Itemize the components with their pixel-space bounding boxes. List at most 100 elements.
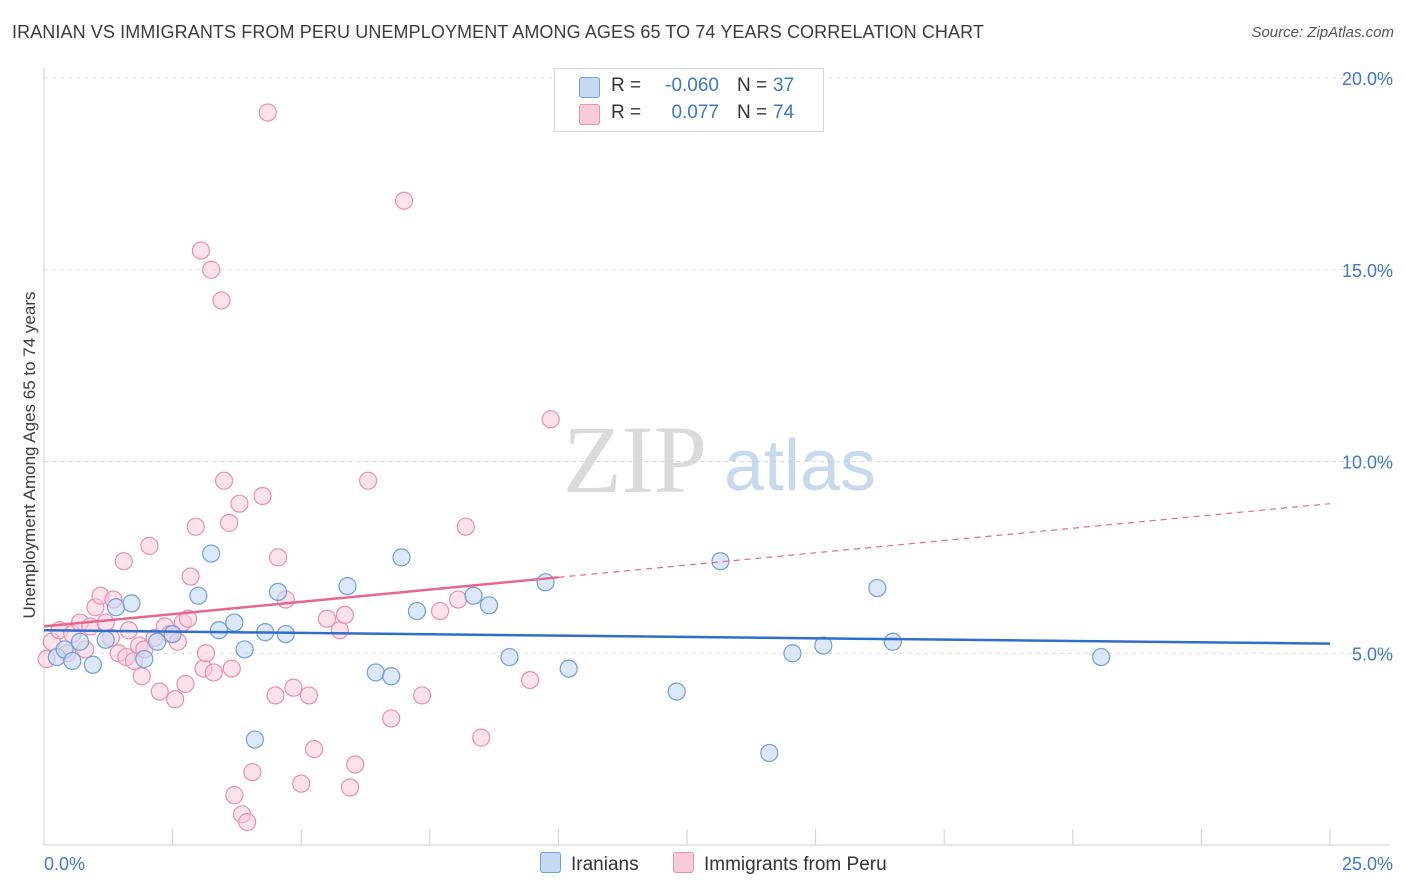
- data-point-peru: [176, 674, 195, 694]
- legend-swatch-peru: [579, 104, 600, 125]
- data-point-peru: [132, 667, 151, 686]
- data-point-iranians: [1091, 647, 1111, 667]
- data-point-peru: [178, 609, 198, 628]
- legend-r-value: -0.060: [665, 75, 719, 96]
- watermark-atlas: atlas: [724, 426, 876, 506]
- data-point-iranians: [83, 655, 102, 674]
- y-axis-label: Unemployment Among Ages 65 to 74 years: [20, 291, 39, 619]
- data-point-peru: [284, 678, 303, 697]
- legend-r-value: 0.077: [671, 102, 719, 123]
- data-point-peru: [317, 609, 337, 628]
- data-point-peru: [412, 686, 432, 705]
- legend-n-label: N =: [737, 102, 768, 123]
- data-point-peru: [292, 774, 311, 793]
- trend-line-iranians: [43, 628, 1331, 645]
- data-point-iranians: [245, 730, 265, 749]
- data-point-peru: [243, 763, 262, 782]
- x-tick-label-max: 25.0%: [1342, 854, 1393, 874]
- data-point-peru: [358, 471, 378, 490]
- data-point-peru: [238, 812, 257, 832]
- x-tick-label-min: 0.0%: [44, 854, 85, 874]
- data-point-peru: [335, 605, 355, 625]
- data-point-iranians: [122, 594, 141, 613]
- bottom-legend-label-iranians: Iranians: [571, 854, 639, 875]
- data-point-iranians: [883, 632, 902, 651]
- data-point-peru: [222, 659, 241, 678]
- data-point-iranians: [760, 743, 779, 763]
- data-point-iranians: [135, 649, 154, 669]
- y-tick-label: 20.0%: [1342, 69, 1393, 89]
- data-point-peru: [340, 778, 360, 797]
- data-point-iranians: [382, 667, 401, 686]
- legend-r-label: R =: [611, 102, 642, 123]
- data-point-peru: [230, 494, 249, 513]
- data-point-peru: [521, 670, 540, 690]
- data-point-peru: [253, 486, 272, 506]
- data-point-iranians: [235, 640, 254, 659]
- data-point-iranians: [479, 596, 499, 615]
- trend-lines: [43, 503, 1331, 645]
- data-point-iranians: [783, 644, 802, 663]
- data-point-peru: [541, 410, 560, 429]
- data-point-iranians: [189, 586, 208, 605]
- bottom-legend-swatch-peru: [673, 852, 694, 873]
- data-point-peru: [472, 728, 491, 747]
- tick-labels: 5.0% 10.0% 15.0% 20.0% 0.0% 25.0%: [44, 69, 1393, 874]
- legend-n-value: 37: [773, 75, 795, 96]
- data-point-peru: [166, 690, 185, 709]
- data-point-peru: [212, 291, 231, 310]
- data-point-iranians: [96, 630, 115, 649]
- bottom-legend-label-peru: Immigrants from Peru: [704, 854, 887, 875]
- data-point-iranians: [148, 632, 167, 651]
- y-tick-label: 5.0%: [1352, 644, 1393, 664]
- data-point-peru: [140, 536, 159, 555]
- data-point-iranians: [500, 647, 519, 667]
- y-tick-label: 10.0%: [1342, 453, 1393, 473]
- data-point-peru: [448, 590, 468, 609]
- data-point-peru: [330, 621, 349, 640]
- trend-line-peru-projection: [558, 503, 1331, 578]
- data-point-peru: [268, 548, 288, 567]
- data-point-peru: [430, 601, 450, 621]
- data-point-peru: [186, 517, 205, 536]
- data-point-iranians: [70, 632, 90, 651]
- data-point-iranians: [559, 659, 578, 678]
- series-iranians: [47, 544, 1111, 763]
- data-point-iranians: [711, 552, 730, 571]
- trend-line-peru: [43, 576, 559, 628]
- data-point-iranians: [868, 578, 887, 598]
- data-point-iranians: [209, 621, 228, 640]
- data-point-peru: [456, 517, 475, 536]
- data-point-iranians: [63, 651, 82, 671]
- data-point-peru: [196, 644, 216, 663]
- legend-r-label: R =: [611, 75, 642, 96]
- data-point-peru: [214, 471, 234, 490]
- data-point-peru: [114, 552, 133, 571]
- data-point-iranians: [536, 573, 555, 592]
- data-point-iranians: [106, 598, 126, 617]
- data-point-peru: [96, 613, 115, 632]
- series-immigrants-from-peru: [37, 103, 560, 832]
- chart-title: IRANIAN VS IMMIGRANTS FROM PERU UNEMPLOY…: [12, 22, 984, 42]
- bottom-legend-iranians: Iranians: [540, 852, 639, 876]
- data-point-peru: [202, 260, 221, 279]
- legend-n-label: N =: [737, 75, 768, 96]
- data-point-peru: [304, 740, 324, 759]
- data-point-peru: [225, 786, 244, 805]
- bottom-legend-peru: Immigrants from Peru: [673, 852, 887, 876]
- data-point-iranians: [392, 548, 411, 567]
- data-point-iranians: [225, 613, 244, 632]
- data-point-iranians: [268, 582, 288, 601]
- y-tick-label: 15.0%: [1342, 261, 1393, 281]
- data-point-peru: [266, 686, 285, 705]
- source-credit: Source: ZipAtlas.com: [1251, 24, 1394, 41]
- watermark: ZIP atlas: [563, 406, 876, 513]
- data-point-peru: [191, 241, 210, 260]
- data-point-iranians: [163, 624, 182, 644]
- data-point-iranians: [667, 682, 686, 701]
- legend-n-value: 74: [773, 102, 795, 123]
- data-point-peru: [346, 755, 365, 774]
- data-point-peru: [258, 103, 277, 122]
- data-point-iranians: [814, 636, 833, 655]
